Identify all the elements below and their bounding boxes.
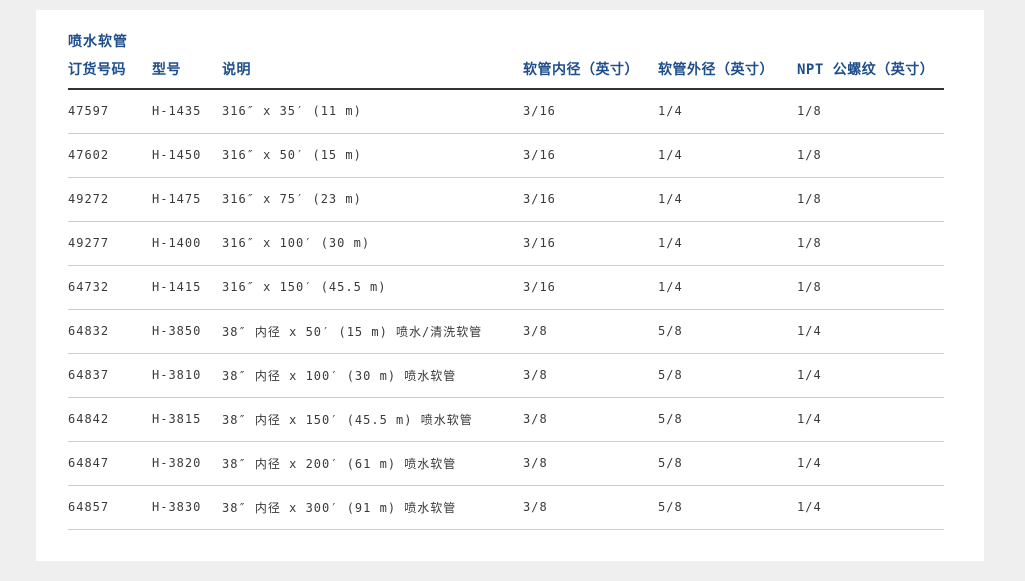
hose-inner-diameter-cell: 3/16	[523, 89, 658, 134]
model-cell: H-3820	[152, 441, 222, 486]
hose-outer-diameter-cell: 1/4	[658, 265, 797, 310]
table-row: 49277 H-1400 316″ x 100′ (30 m) 3/16 1/4 1/8	[68, 221, 944, 266]
hose-inner-diameter-cell: 3/16	[523, 265, 658, 310]
description-cell: 316″ x 100′ (30 m)	[222, 221, 523, 266]
npt-thread-cell: 1/4	[797, 309, 944, 354]
table-row: 47597 H-1435 316″ x 35′ (11 m) 3/16 1/4 1/8	[68, 89, 944, 134]
table-body: 47597 H-1435 316″ x 35′ (11 m) 3/16 1/4 1/8 47…	[68, 89, 944, 530]
hose-inner-diameter-cell: 3/8	[523, 309, 658, 354]
order-number-cell: 49277	[68, 221, 152, 266]
hose-outer-diameter-cell: 1/4	[658, 89, 797, 134]
hose-inner-diameter-cell: 3/8	[523, 397, 658, 442]
model-cell: H-1435	[152, 89, 222, 134]
description-cell: 38″ 内径 x 100′ (30 m) 喷水软管	[222, 353, 523, 398]
hose-outer-diameter-cell: 1/4	[658, 177, 797, 222]
hose-outer-diameter-cell: 5/8	[658, 485, 797, 530]
order-number-cell: 64857	[68, 485, 152, 530]
npt-thread-cell: 1/8	[797, 89, 944, 134]
catalog-section: 喷水软管 订货号码 型号 说明 软管内径（英寸） 软管外径（英寸） NPT 公螺…	[68, 10, 944, 530]
model-cell: H-3830	[152, 485, 222, 530]
table-row: 64732 H-1415 316″ x 150′ (45.5 m) 3/16 1/4 1/…	[68, 265, 944, 310]
model-cell: H-3810	[152, 353, 222, 398]
column-header-hose-inner-diameter: 软管内径（英寸）	[523, 58, 658, 90]
content-panel: 喷水软管 订货号码 型号 说明 软管内径（英寸） 软管外径（英寸） NPT 公螺…	[36, 10, 984, 561]
table-row: 64857 H-3830 38″ 内径 x 300′ (91 m) 喷水软管 3/8 5…	[68, 485, 944, 530]
hose-inner-diameter-cell: 3/16	[523, 221, 658, 266]
npt-thread-cell: 1/4	[797, 485, 944, 530]
hose-inner-diameter-cell: 3/16	[523, 133, 658, 178]
npt-thread-cell: 1/8	[797, 265, 944, 310]
table-row: 49272 H-1475 316″ x 75′ (23 m) 3/16 1/4 1/8	[68, 177, 944, 222]
description-cell: 38″ 内径 x 300′ (91 m) 喷水软管	[222, 485, 523, 530]
column-header-order-number: 订货号码	[68, 58, 152, 90]
hose-outer-diameter-cell: 5/8	[658, 353, 797, 398]
description-cell: 316″ x 150′ (45.5 m)	[222, 265, 523, 310]
hose-inner-diameter-cell: 3/16	[523, 177, 658, 222]
hose-outer-diameter-cell: 5/8	[658, 309, 797, 354]
description-cell: 38″ 内径 x 200′ (61 m) 喷水软管	[222, 441, 523, 486]
npt-thread-cell: 1/8	[797, 133, 944, 178]
column-header-model: 型号	[152, 58, 222, 90]
npt-thread-cell: 1/8	[797, 221, 944, 266]
table-row: 64847 H-3820 38″ 内径 x 200′ (61 m) 喷水软管 3/8 5…	[68, 441, 944, 486]
column-header-description: 说明	[222, 58, 523, 90]
order-number-cell: 64732	[68, 265, 152, 310]
hose-outer-diameter-cell: 1/4	[658, 221, 797, 266]
description-cell: 38″ 内径 x 50′ (15 m) 喷水/清洗软管	[222, 309, 523, 354]
order-number-cell: 49272	[68, 177, 152, 222]
table-row: 64842 H-3815 38″ 内径 x 150′ (45.5 m) 喷水软管 3/…	[68, 397, 944, 442]
hose-outer-diameter-cell: 1/4	[658, 133, 797, 178]
model-cell: H-3815	[152, 397, 222, 442]
hose-inner-diameter-cell: 3/8	[523, 485, 658, 530]
table-row: 64832 H-3850 38″ 内径 x 50′ (15 m) 喷水/清洗软管 3/…	[68, 309, 944, 354]
table-header-row: 订货号码 型号 说明 软管内径（英寸） 软管外径（英寸） NPT 公螺纹（英寸）	[68, 58, 944, 90]
model-cell: H-1450	[152, 133, 222, 178]
npt-thread-cell: 1/4	[797, 397, 944, 442]
description-cell: 316″ x 75′ (23 m)	[222, 177, 523, 222]
npt-thread-cell: 1/4	[797, 441, 944, 486]
order-number-cell: 64847	[68, 441, 152, 486]
model-cell: H-1415	[152, 265, 222, 310]
table-row: 64837 H-3810 38″ 内径 x 100′ (30 m) 喷水软管 3/8 5…	[68, 353, 944, 398]
model-cell: H-1400	[152, 221, 222, 266]
description-cell: 38″ 内径 x 150′ (45.5 m) 喷水软管	[222, 397, 523, 442]
npt-thread-cell: 1/4	[797, 353, 944, 398]
order-number-cell: 47602	[68, 133, 152, 178]
hose-inner-diameter-cell: 3/8	[523, 441, 658, 486]
order-number-cell: 64842	[68, 397, 152, 442]
section-title: 喷水软管	[68, 34, 128, 50]
description-cell: 316″ x 50′ (15 m)	[222, 133, 523, 178]
hose-outer-diameter-cell: 5/8	[658, 441, 797, 486]
model-cell: H-3850	[152, 309, 222, 354]
column-header-hose-outer-diameter: 软管外径（英寸）	[658, 58, 797, 90]
order-number-cell: 64837	[68, 353, 152, 398]
column-header-npt-male-thread: NPT 公螺纹（英寸）	[797, 58, 944, 90]
npt-thread-cell: 1/8	[797, 177, 944, 222]
model-cell: H-1475	[152, 177, 222, 222]
table-row: 47602 H-1450 316″ x 50′ (15 m) 3/16 1/4 1/8	[68, 133, 944, 178]
product-table: 订货号码 型号 说明 软管内径（英寸） 软管外径（英寸） NPT 公螺纹（英寸）…	[68, 58, 944, 530]
description-cell: 316″ x 35′ (11 m)	[222, 89, 523, 134]
order-number-cell: 64832	[68, 309, 152, 354]
order-number-cell: 47597	[68, 89, 152, 134]
hose-inner-diameter-cell: 3/8	[523, 353, 658, 398]
hose-outer-diameter-cell: 5/8	[658, 397, 797, 442]
